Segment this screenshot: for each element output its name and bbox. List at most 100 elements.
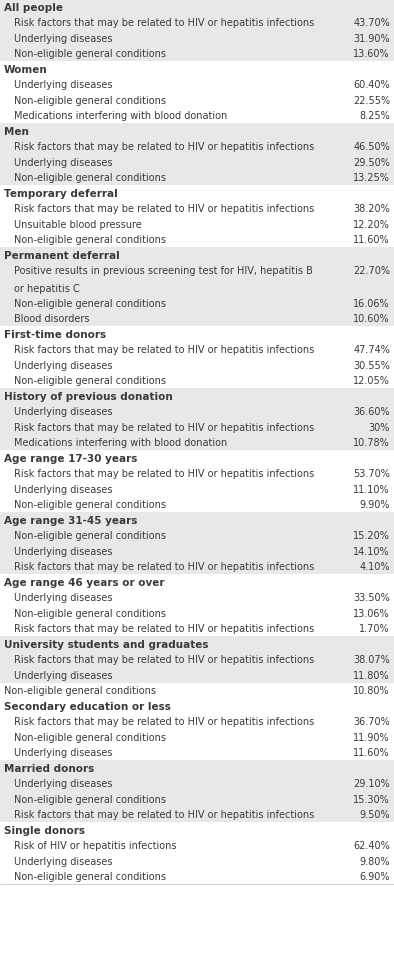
Bar: [0, 544, 394, 559]
Bar: [0, 668, 394, 683]
Text: Medications interfering with blood donation: Medications interfering with blood donat…: [14, 111, 227, 121]
Text: 10.80%: 10.80%: [353, 686, 390, 696]
Text: Underlying diseases: Underlying diseases: [14, 360, 112, 370]
Text: 43.70%: 43.70%: [353, 18, 390, 28]
Bar: [0, 621, 394, 637]
Bar: [0, 342, 394, 358]
Bar: [0, 590, 394, 606]
Text: 6.90%: 6.90%: [360, 871, 390, 882]
Text: 9.90%: 9.90%: [360, 500, 390, 510]
Bar: [0, 868, 394, 884]
Bar: [0, 171, 394, 186]
Text: Non-eligible general conditions: Non-eligible general conditions: [14, 376, 166, 386]
Bar: [0, 233, 394, 248]
Bar: [0, 837, 394, 853]
Text: Underlying diseases: Underlying diseases: [14, 80, 112, 90]
Text: 30.55%: 30.55%: [353, 360, 390, 370]
Bar: [0, 93, 394, 109]
Text: Non-eligible general conditions: Non-eligible general conditions: [14, 871, 166, 882]
Text: Unsuitable blood pressure: Unsuitable blood pressure: [14, 220, 141, 230]
Bar: [0, 730, 394, 745]
Text: 33.50%: 33.50%: [353, 593, 390, 603]
Bar: [0, 16, 394, 31]
Text: 9.50%: 9.50%: [359, 809, 390, 820]
Text: 60.40%: 60.40%: [353, 80, 390, 90]
Bar: [0, 606, 394, 621]
Bar: [0, 714, 394, 730]
Text: 30%: 30%: [369, 422, 390, 432]
Text: Underlying diseases: Underlying diseases: [14, 407, 112, 417]
Text: 11.80%: 11.80%: [353, 671, 390, 680]
Text: 29.50%: 29.50%: [353, 158, 390, 168]
Text: Underlying diseases: Underlying diseases: [14, 34, 112, 44]
Text: 36.70%: 36.70%: [353, 716, 390, 727]
Bar: [0, 62, 394, 78]
Bar: [0, 217, 394, 233]
Text: 12.20%: 12.20%: [353, 220, 390, 230]
Text: Non-eligible general conditions: Non-eligible general conditions: [14, 732, 166, 742]
Bar: [0, 311, 394, 327]
Bar: [0, 575, 394, 590]
Text: 8.25%: 8.25%: [359, 111, 390, 121]
Text: 9.80%: 9.80%: [360, 856, 390, 866]
Text: Risk factors that may be related to HIV or hepatitis infections: Risk factors that may be related to HIV …: [14, 142, 314, 152]
Bar: [0, 683, 394, 699]
Text: 29.10%: 29.10%: [353, 778, 390, 789]
Text: Risk factors that may be related to HIV or hepatitis infections: Risk factors that may be related to HIV …: [14, 422, 314, 432]
Bar: [0, 389, 394, 404]
Bar: [0, 466, 394, 482]
Bar: [0, 792, 394, 807]
Bar: [0, 264, 394, 296]
Text: 62.40%: 62.40%: [353, 840, 390, 851]
Text: Non-eligible general conditions: Non-eligible general conditions: [14, 49, 166, 59]
Text: 10.60%: 10.60%: [353, 314, 390, 324]
Text: Underlying diseases: Underlying diseases: [14, 593, 112, 603]
Text: 12.05%: 12.05%: [353, 376, 390, 386]
Bar: [0, 31, 394, 47]
Text: All people: All people: [4, 3, 63, 13]
Bar: [0, 823, 394, 837]
Text: Underlying diseases: Underlying diseases: [14, 778, 112, 789]
Text: 14.10%: 14.10%: [353, 547, 390, 556]
Bar: [0, 807, 394, 823]
Text: 15.30%: 15.30%: [353, 794, 390, 804]
Text: 11.10%: 11.10%: [353, 484, 390, 494]
Text: Underlying diseases: Underlying diseases: [14, 158, 112, 168]
Text: 16.06%: 16.06%: [353, 298, 390, 308]
Text: 53.70%: 53.70%: [353, 469, 390, 479]
Text: Single donors: Single donors: [4, 825, 85, 835]
Text: 31.90%: 31.90%: [353, 34, 390, 44]
Text: Non-eligible general conditions: Non-eligible general conditions: [14, 531, 166, 541]
Text: Risk factors that may be related to HIV or hepatitis infections: Risk factors that may be related to HIV …: [14, 809, 314, 820]
Text: Underlying diseases: Underlying diseases: [14, 484, 112, 494]
Bar: [0, 109, 394, 124]
Text: Permanent deferral: Permanent deferral: [4, 251, 120, 261]
Bar: [0, 155, 394, 171]
Text: 22.70%: 22.70%: [353, 266, 390, 275]
Bar: [0, 0, 394, 16]
Text: 11.60%: 11.60%: [353, 235, 390, 245]
Bar: [0, 78, 394, 93]
Text: 46.50%: 46.50%: [353, 142, 390, 152]
Text: Non-eligible general conditions: Non-eligible general conditions: [14, 794, 166, 804]
Text: Risk factors that may be related to HIV or hepatitis infections: Risk factors that may be related to HIV …: [14, 716, 314, 727]
Text: 38.07%: 38.07%: [353, 655, 390, 665]
Text: Non-eligible general conditions: Non-eligible general conditions: [14, 96, 166, 106]
Text: 13.25%: 13.25%: [353, 173, 390, 183]
Bar: [0, 497, 394, 513]
Text: Underlying diseases: Underlying diseases: [14, 671, 112, 680]
Bar: [0, 528, 394, 544]
Text: 15.20%: 15.20%: [353, 531, 390, 541]
Bar: [0, 140, 394, 155]
Text: Non-eligible general conditions: Non-eligible general conditions: [14, 609, 166, 618]
Bar: [0, 652, 394, 668]
Text: 36.60%: 36.60%: [353, 407, 390, 417]
Text: Secondary education or less: Secondary education or less: [4, 702, 171, 711]
Text: Age range 31-45 years: Age range 31-45 years: [4, 516, 138, 525]
Bar: [0, 296, 394, 311]
Text: Non-eligible general conditions: Non-eligible general conditions: [14, 500, 166, 510]
Text: First-time donors: First-time donors: [4, 329, 106, 339]
Text: 38.20%: 38.20%: [353, 204, 390, 214]
Text: Underlying diseases: Underlying diseases: [14, 747, 112, 758]
Text: Married donors: Married donors: [4, 763, 94, 773]
